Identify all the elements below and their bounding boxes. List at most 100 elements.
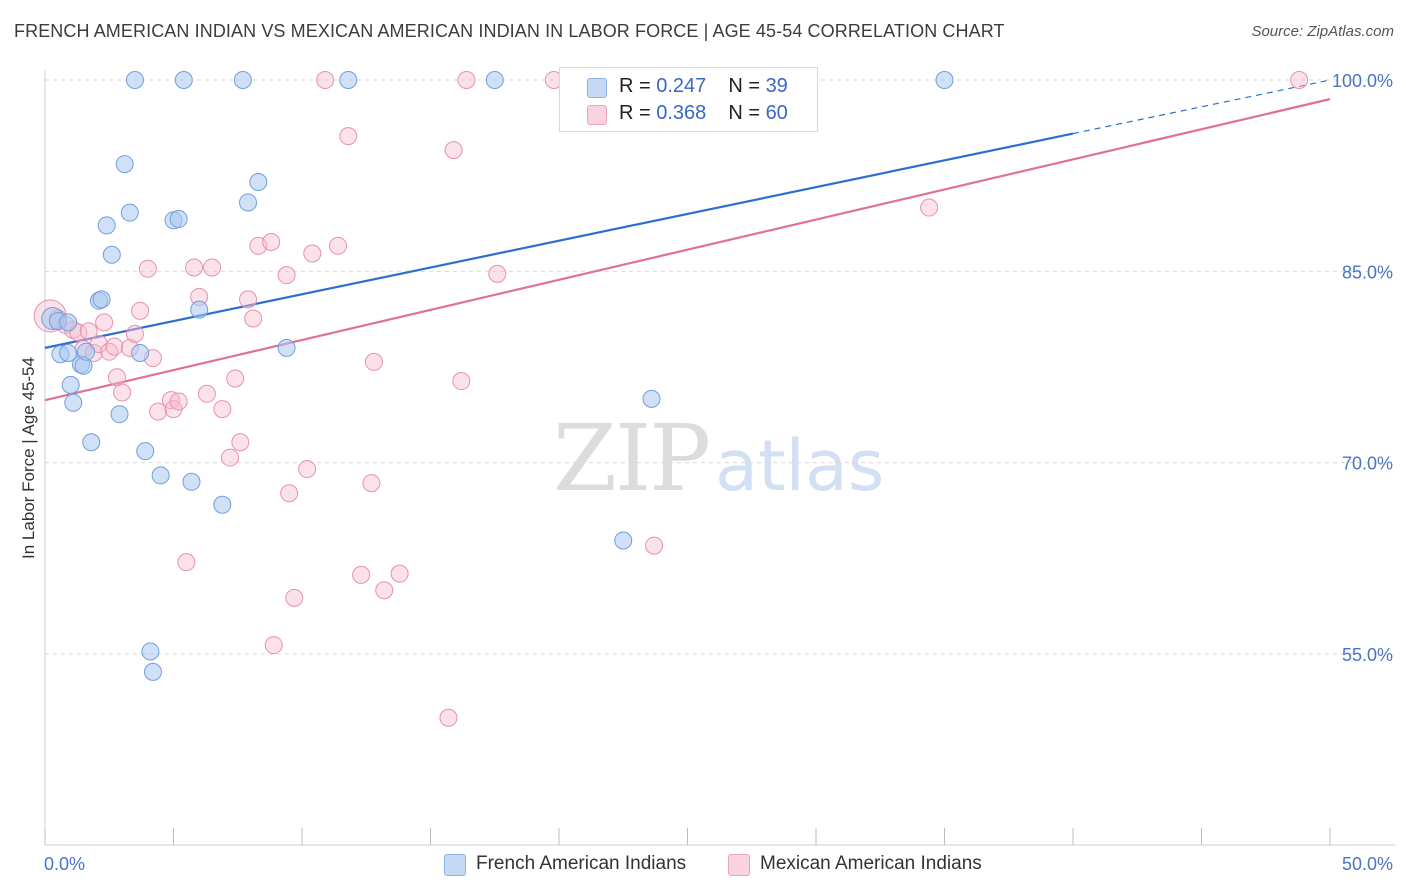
data-point-french <box>614 531 633 550</box>
data-point-french <box>110 405 129 424</box>
r-value-french: 0.247 <box>656 75 707 97</box>
data-point-mexican <box>920 198 939 217</box>
data-point-mexican <box>264 636 283 655</box>
data-point-mexican <box>203 258 222 277</box>
trend-lines <box>44 79 1331 402</box>
data-point-mexican <box>79 322 98 341</box>
data-point-mexican <box>185 258 204 277</box>
data-point-mexican <box>125 324 144 343</box>
data-point-french <box>64 393 83 412</box>
data-point-mexican <box>316 71 335 89</box>
data-point-french <box>59 313 78 332</box>
data-point-french <box>277 338 296 357</box>
data-point-mexican <box>364 352 383 371</box>
y-tick-label-70: 70.0% <box>1342 454 1393 474</box>
data-point-mexican <box>352 565 371 584</box>
data-point-mexican <box>131 301 150 320</box>
data-point-mexican <box>113 383 132 402</box>
data-point-french <box>169 210 188 229</box>
data-point-mexican <box>244 309 263 328</box>
correlation-legend: R = 0.247 N = 39 R = 0.368 N = 60 <box>559 67 818 132</box>
data-point-french <box>131 343 150 362</box>
data-point-mexican <box>197 384 216 403</box>
bottom-legend-label-french: French American Indians <box>476 853 687 874</box>
source-credit: Source: ZipAtlas.com <box>1251 23 1394 40</box>
data-point-french <box>102 245 121 264</box>
data-point-french <box>339 71 358 89</box>
data-point-mexican <box>303 244 322 263</box>
x-tick-label-0: 0.0% <box>44 854 85 874</box>
data-point-french <box>61 375 80 394</box>
data-point-mexican <box>362 474 381 493</box>
trend-line-french-extension <box>1072 79 1331 135</box>
tick-labels: 55.0% 70.0% 85.0% 100.0% 0.0% 50.0% <box>44 71 1393 874</box>
watermark-zip: ZIP <box>553 405 711 512</box>
data-point-mexican <box>645 536 664 555</box>
data-point-french <box>249 173 268 192</box>
series-mexican-american-indians <box>33 71 1309 727</box>
n-value-french: 39 <box>765 75 788 97</box>
gridlines <box>45 79 1390 655</box>
data-point-french <box>141 642 160 661</box>
data-point-mexican <box>221 448 240 467</box>
legend-text-mexican: R = 0.368 N = 60 <box>619 102 788 125</box>
data-point-mexican <box>105 337 124 356</box>
n-label: N = <box>728 102 766 124</box>
data-point-mexican <box>277 266 296 285</box>
y-tick-label-55: 55.0% <box>1342 645 1393 665</box>
data-point-french <box>190 300 209 319</box>
data-point-mexican <box>262 232 281 251</box>
data-point-french <box>115 155 134 174</box>
data-point-mexican <box>339 127 358 146</box>
data-point-mexican <box>328 236 347 255</box>
data-point-mexican <box>149 402 168 421</box>
data-point-mexican <box>298 460 317 479</box>
zipatlas-watermark: ZIPatlas <box>553 405 884 512</box>
data-point-mexican <box>107 368 126 387</box>
data-point-mexican <box>177 553 196 572</box>
data-point-french <box>642 389 661 408</box>
legend-swatch-pink <box>587 105 607 125</box>
data-point-mexican <box>226 369 245 388</box>
legend-text-french: R = 0.247 N = 39 <box>619 75 788 98</box>
series-french-american-indians <box>41 71 954 681</box>
data-point-french <box>92 290 111 309</box>
data-point-french <box>143 662 162 681</box>
data-point-mexican <box>138 259 157 278</box>
data-point-french <box>485 71 504 89</box>
data-point-french <box>213 495 232 514</box>
y-tick-label-100: 100.0% <box>1332 71 1393 91</box>
data-point-french <box>935 71 954 89</box>
data-point-mexican <box>452 372 471 391</box>
data-point-mexican <box>488 264 507 283</box>
x-tick-label-50: 50.0% <box>1342 854 1393 874</box>
data-point-mexican <box>169 392 188 411</box>
data-point-mexican <box>1290 71 1309 89</box>
data-point-french <box>136 442 155 461</box>
data-point-french <box>233 71 252 89</box>
data-point-mexican <box>231 433 250 452</box>
data-point-mexican <box>444 141 463 160</box>
trend-line-mexican <box>44 98 1331 402</box>
data-point-mexican <box>390 564 409 583</box>
r-label: R = <box>619 102 657 124</box>
y-tick-label-85: 85.0% <box>1342 262 1393 282</box>
data-point-french <box>59 343 78 362</box>
bottom-legend-swatch-pink <box>728 854 750 876</box>
data-point-french <box>174 71 193 89</box>
data-point-french <box>120 203 139 222</box>
data-point-french <box>77 342 96 361</box>
data-point-mexican <box>239 290 258 309</box>
data-point-mexican <box>457 71 476 89</box>
r-value-mexican: 0.368 <box>656 102 707 124</box>
n-label: N = <box>728 75 766 97</box>
bottom-legend-label-mexican: Mexican American Indians <box>760 853 982 874</box>
data-point-french <box>97 216 116 235</box>
data-point-mexican <box>95 313 114 332</box>
data-point-french <box>151 466 170 485</box>
bottom-legend-swatch-blue <box>444 854 466 876</box>
data-point-french <box>125 71 144 89</box>
chart-title: FRENCH AMERICAN INDIAN VS MEXICAN AMERIC… <box>14 21 1005 41</box>
data-point-french <box>239 193 258 212</box>
data-point-mexican <box>100 342 119 361</box>
